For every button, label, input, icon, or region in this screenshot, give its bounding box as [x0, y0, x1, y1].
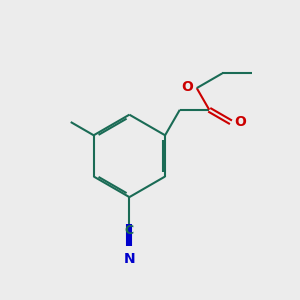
Text: O: O — [235, 115, 246, 129]
Text: N: N — [124, 252, 135, 266]
Text: C: C — [125, 224, 134, 237]
Text: O: O — [181, 80, 193, 94]
